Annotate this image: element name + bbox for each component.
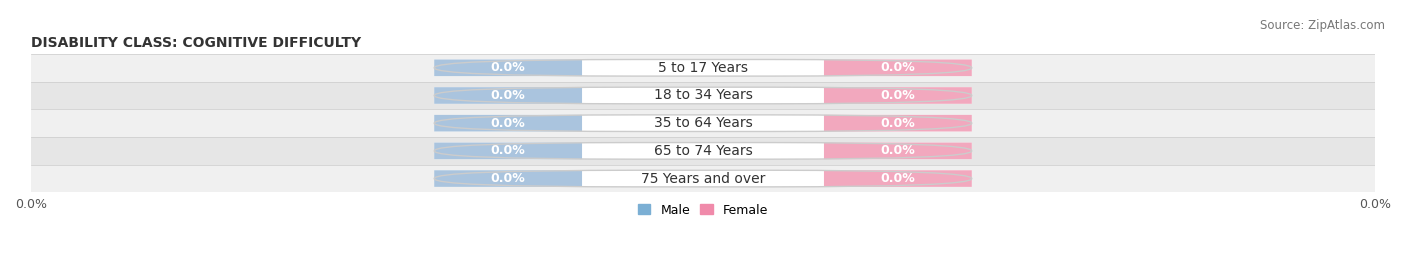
Text: 0.0%: 0.0% xyxy=(491,89,526,102)
Bar xyxy=(31,82,1375,109)
Bar xyxy=(31,165,1375,192)
Text: 5 to 17 Years: 5 to 17 Years xyxy=(658,61,748,75)
FancyBboxPatch shape xyxy=(434,170,972,187)
Text: 0.0%: 0.0% xyxy=(491,61,526,74)
FancyBboxPatch shape xyxy=(434,59,972,76)
FancyBboxPatch shape xyxy=(434,170,582,187)
Text: Source: ZipAtlas.com: Source: ZipAtlas.com xyxy=(1260,19,1385,32)
Text: 0.0%: 0.0% xyxy=(880,117,915,130)
Bar xyxy=(31,109,1375,137)
FancyBboxPatch shape xyxy=(434,143,582,159)
Text: 75 Years and over: 75 Years and over xyxy=(641,172,765,185)
FancyBboxPatch shape xyxy=(434,143,972,159)
Text: 0.0%: 0.0% xyxy=(880,89,915,102)
Legend: Male, Female: Male, Female xyxy=(638,204,768,217)
FancyBboxPatch shape xyxy=(824,59,972,76)
FancyBboxPatch shape xyxy=(824,87,972,104)
FancyBboxPatch shape xyxy=(434,87,582,104)
Text: 0.0%: 0.0% xyxy=(491,117,526,130)
FancyBboxPatch shape xyxy=(824,143,972,159)
FancyBboxPatch shape xyxy=(434,87,972,104)
Text: 35 to 64 Years: 35 to 64 Years xyxy=(654,116,752,130)
FancyBboxPatch shape xyxy=(434,115,582,132)
FancyBboxPatch shape xyxy=(434,59,582,76)
Text: 0.0%: 0.0% xyxy=(491,144,526,157)
Text: 18 to 34 Years: 18 to 34 Years xyxy=(654,88,752,102)
Text: 0.0%: 0.0% xyxy=(880,172,915,185)
Text: DISABILITY CLASS: COGNITIVE DIFFICULTY: DISABILITY CLASS: COGNITIVE DIFFICULTY xyxy=(31,36,361,50)
Text: 0.0%: 0.0% xyxy=(491,172,526,185)
Text: 0.0%: 0.0% xyxy=(880,144,915,157)
FancyBboxPatch shape xyxy=(824,115,972,132)
Text: 0.0%: 0.0% xyxy=(880,61,915,74)
Bar xyxy=(31,54,1375,82)
FancyBboxPatch shape xyxy=(434,115,972,132)
Text: 65 to 74 Years: 65 to 74 Years xyxy=(654,144,752,158)
FancyBboxPatch shape xyxy=(824,170,972,187)
Bar xyxy=(31,137,1375,165)
